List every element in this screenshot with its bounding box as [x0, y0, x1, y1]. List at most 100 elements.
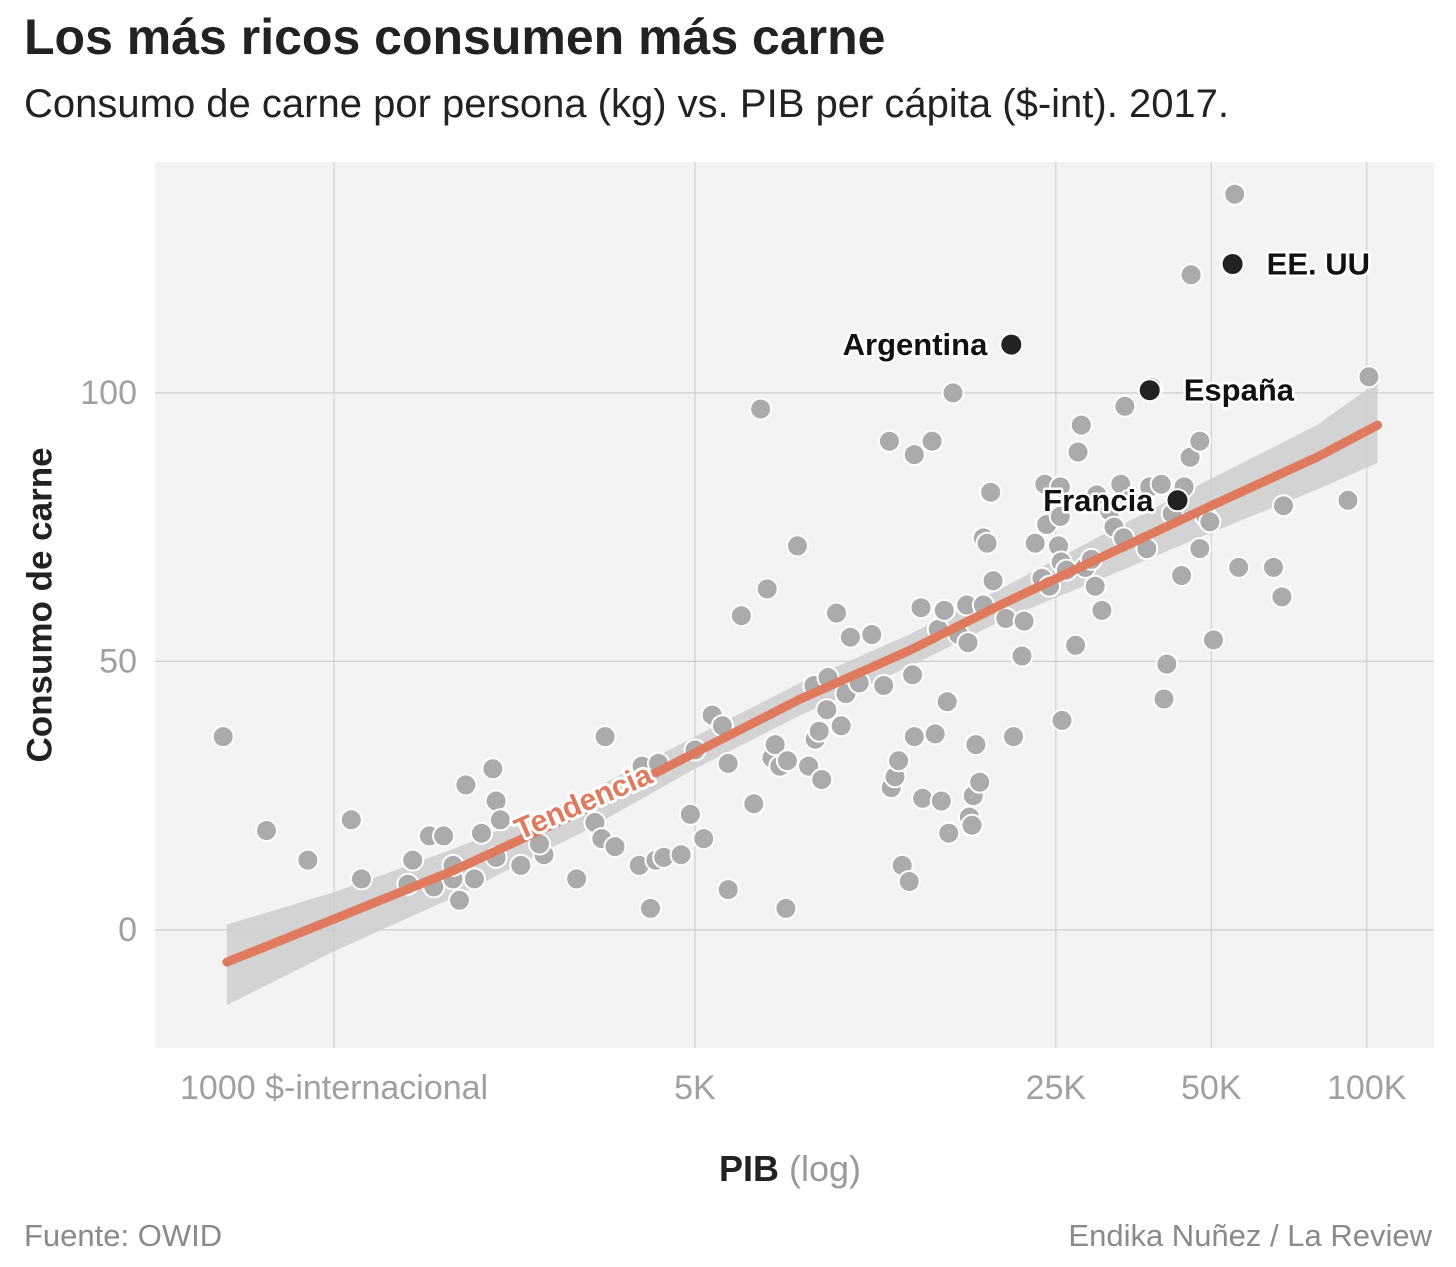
highlight-point — [1165, 488, 1190, 513]
scatter-point — [975, 531, 999, 555]
x-tick-label: 1000 $-internacional — [180, 1069, 488, 1107]
scatter-point — [932, 598, 956, 622]
scatter-point — [211, 725, 235, 749]
highlight-point — [1137, 378, 1162, 403]
scatter-point — [860, 623, 884, 646]
scatter-point — [1223, 182, 1247, 206]
scatter-point — [877, 429, 901, 453]
scatter-point — [786, 534, 809, 558]
scatter-point — [1270, 585, 1294, 609]
scatter-point — [815, 698, 839, 722]
scatter-point — [454, 773, 478, 797]
scatter-point — [968, 770, 992, 794]
scatter-point — [1010, 644, 1034, 668]
scatter-point — [678, 802, 702, 826]
scatter-point — [1050, 708, 1074, 732]
scatter-point — [1085, 483, 1109, 507]
scatter-point — [729, 604, 753, 628]
y-tick-label: 50 — [99, 642, 137, 680]
scatter-point — [1066, 440, 1090, 464]
scatter-point — [1272, 494, 1295, 518]
scatter-point — [775, 749, 799, 773]
scatter-point — [692, 827, 716, 851]
scatter-point — [639, 896, 662, 920]
y-tick-label: 0 — [118, 911, 137, 949]
scatter-point — [565, 867, 589, 891]
scatter-point — [960, 813, 984, 837]
scatter-point — [829, 714, 853, 738]
y-axis-label: Consumo de carne — [21, 447, 60, 762]
scatter-point — [603, 835, 627, 859]
scatter-point — [1023, 531, 1047, 555]
scatter-point — [1069, 413, 1093, 437]
scatter-point — [941, 381, 965, 405]
scatter-point — [1188, 537, 1212, 561]
y-tick-label: 100 — [80, 374, 137, 412]
scatter-point — [401, 848, 425, 872]
scatter-point — [838, 625, 862, 649]
scatter-point — [1336, 488, 1360, 512]
scatter-point — [1083, 574, 1107, 598]
scatter-point — [448, 888, 471, 912]
x-tick-label: 25K — [1026, 1069, 1087, 1107]
scatter-point — [1048, 475, 1072, 499]
scatter-point — [872, 674, 896, 697]
scatter-point — [255, 819, 278, 842]
scatter-point — [1227, 555, 1251, 579]
scatter-point — [716, 751, 740, 775]
scatter-point — [774, 896, 798, 920]
scatter-point — [1090, 598, 1114, 622]
scatter-point — [1155, 652, 1179, 676]
scatter-point — [1262, 555, 1285, 579]
scatter-point — [902, 725, 926, 749]
scatter-point — [1152, 687, 1176, 711]
scatter-point — [1002, 725, 1025, 749]
scatter-point — [1188, 429, 1212, 453]
scatter-point — [1202, 628, 1225, 652]
chart-title: Los más ricos consumen más carne — [24, 9, 886, 65]
highlight-point — [999, 332, 1024, 357]
scatter-point — [755, 577, 779, 601]
scatter-point — [1179, 263, 1203, 287]
scatter-point — [981, 569, 1005, 593]
highlight-label: España — [1184, 373, 1295, 408]
highlight-label: EE. UU — [1267, 247, 1370, 282]
scatter-point — [763, 733, 787, 757]
trend-line — [222, 420, 1383, 967]
scatter-point — [432, 824, 456, 848]
scatter-point — [929, 789, 953, 813]
scatter-point — [979, 480, 1003, 504]
scatter-point — [716, 878, 740, 902]
scatter-point — [902, 443, 926, 467]
scatter-point — [901, 663, 925, 687]
scatter-point — [1113, 394, 1137, 418]
x-tick-label: 50K — [1181, 1069, 1242, 1107]
x-axis-label-suffix: (log) — [789, 1148, 862, 1189]
scatter-point — [807, 719, 831, 743]
scatter-point — [339, 808, 363, 832]
scatter-point — [935, 690, 959, 714]
scatter-point — [956, 631, 980, 655]
highlight-point — [1220, 252, 1245, 276]
scatter-point — [509, 853, 533, 877]
scatter-point — [909, 596, 933, 620]
scatter-point — [937, 821, 961, 845]
scatter-point — [350, 867, 373, 891]
scatter-point — [1064, 633, 1088, 657]
x-tick-label: 5K — [674, 1069, 716, 1107]
source-note: Fuente: OWID — [24, 1218, 223, 1253]
scatter-point — [825, 601, 848, 625]
credit-note: Endika Nuñez / La Review — [1068, 1218, 1432, 1253]
scatter-point — [920, 429, 944, 453]
scatter-point — [669, 843, 693, 867]
scatter-point — [1149, 472, 1173, 496]
highlight-label: Francia — [1043, 483, 1154, 518]
scatter-point — [1012, 609, 1036, 633]
scatter-point — [749, 397, 773, 421]
scatter-point — [296, 848, 320, 872]
scatter-point — [1170, 564, 1194, 587]
scatter-point — [470, 821, 493, 845]
x-tick-label: 100K — [1327, 1069, 1407, 1107]
highlight-label: Argentina — [843, 327, 988, 362]
